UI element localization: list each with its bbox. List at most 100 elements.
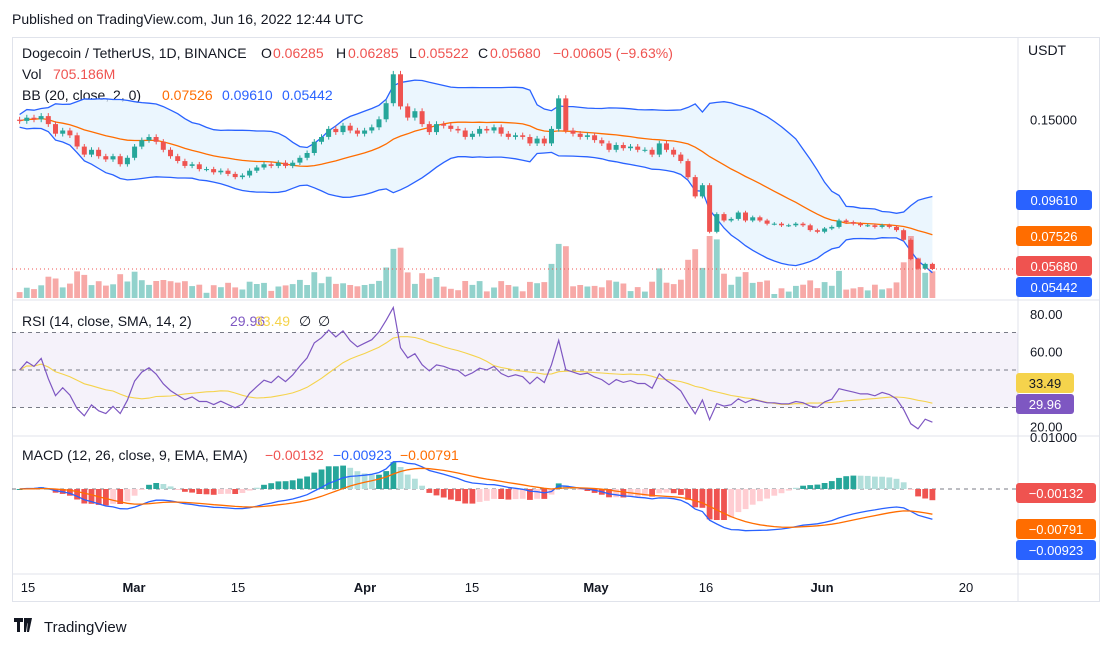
macd-hist-bar bbox=[563, 485, 569, 489]
symbol-title: Dogecoin / TetherUS, 1D, BINANCE bbox=[22, 45, 247, 61]
macd-hist-bar bbox=[275, 481, 282, 489]
candle-body bbox=[168, 149, 173, 157]
macd-hist-bar bbox=[311, 472, 318, 489]
volume-bar bbox=[167, 281, 174, 298]
volume-bar bbox=[268, 290, 275, 298]
macd-label: MACD (12, 26, close, 9, EMA, EMA) bbox=[22, 447, 248, 463]
price-legend: Dogecoin / TetherUS, 1D, BINANCE O 0.062… bbox=[22, 42, 1067, 103]
volume-bar bbox=[843, 289, 850, 298]
macd-hist-bar bbox=[131, 489, 138, 496]
candle-body bbox=[620, 145, 626, 149]
macd-hist-bar bbox=[793, 487, 799, 489]
candle-body bbox=[699, 185, 705, 197]
price-tick-label: 0.15000 bbox=[1030, 112, 1077, 127]
candle-body bbox=[53, 124, 58, 134]
candle-body bbox=[146, 137, 152, 141]
candle-body bbox=[549, 128, 554, 144]
volume-bar bbox=[440, 286, 447, 298]
volume-bar bbox=[131, 271, 138, 298]
ohlc-change: −0.00605 (−9.63%) bbox=[553, 45, 673, 61]
candle-body bbox=[67, 130, 73, 136]
candle-body bbox=[915, 259, 921, 269]
macd-hist-bar bbox=[649, 489, 655, 497]
macd-hist-bar bbox=[692, 489, 699, 508]
candle-body bbox=[764, 220, 770, 224]
volume-bar bbox=[38, 285, 45, 298]
volume-bar bbox=[124, 281, 131, 298]
bb-upper-line bbox=[19, 79, 933, 214]
macd-hist-bar bbox=[419, 485, 425, 489]
macd-hist-bar bbox=[67, 489, 73, 496]
tradingview-logo[interactable]: TradingView bbox=[14, 617, 127, 637]
macd-hist-bar bbox=[232, 489, 239, 494]
candle-body bbox=[901, 230, 907, 240]
x-tick-label: 15 bbox=[231, 580, 245, 595]
volume-bar bbox=[771, 294, 778, 298]
volume-bar bbox=[563, 246, 569, 298]
macd-hist-bar bbox=[333, 466, 339, 489]
candle-body bbox=[570, 130, 576, 134]
volume-bar bbox=[239, 289, 246, 298]
macd-hist-bar bbox=[182, 489, 188, 492]
macd-hist-bar bbox=[584, 489, 591, 491]
macd-hist-bar bbox=[347, 467, 354, 489]
volume-bar bbox=[498, 281, 505, 298]
macd-hist-bar bbox=[146, 484, 152, 489]
volume-bar bbox=[634, 287, 641, 298]
candle-body bbox=[807, 225, 813, 231]
rsi-badge-label: 33.49 bbox=[1029, 376, 1062, 391]
volume-bar bbox=[649, 281, 655, 298]
volume-bar bbox=[376, 280, 382, 298]
rsi-value: 29.96 bbox=[230, 313, 265, 329]
candle-body bbox=[613, 145, 619, 150]
volume-bar bbox=[16, 292, 23, 298]
volume-bar bbox=[189, 286, 195, 298]
macd-hist-bar bbox=[462, 489, 469, 504]
volume-bar bbox=[800, 284, 806, 298]
volume-bar bbox=[742, 272, 749, 298]
macd-hist-bar bbox=[807, 485, 814, 489]
candle-body bbox=[390, 74, 396, 104]
rsi-legend: RSI (14, close, SMA, 14, 2) 29.96 33.49 … bbox=[22, 313, 330, 329]
published-caption: Published on TradingView.com, Jun 16, 20… bbox=[12, 11, 364, 27]
macd-hist-bar bbox=[268, 483, 275, 489]
macd-hist-bar bbox=[663, 489, 670, 493]
macd-hist-bar bbox=[160, 484, 167, 489]
candle-body bbox=[369, 127, 375, 131]
macd-hist-bar bbox=[174, 489, 181, 490]
rsi-label: RSI (14, close, SMA, 14, 2) bbox=[22, 313, 192, 329]
candle-body bbox=[685, 161, 691, 178]
volume-bar bbox=[67, 283, 73, 298]
candle-body bbox=[304, 153, 310, 158]
volume-bar bbox=[225, 282, 231, 298]
volume-bar bbox=[246, 281, 253, 298]
candle-body bbox=[872, 225, 878, 227]
currency-label: USDT bbox=[1028, 42, 1067, 58]
volume-bar bbox=[785, 291, 792, 298]
volume-bar bbox=[304, 285, 310, 298]
macd-hist-bar bbox=[110, 489, 116, 504]
macd-hist-bar bbox=[735, 489, 742, 513]
candle-body bbox=[922, 263, 928, 269]
macd-badge bbox=[1016, 540, 1096, 560]
macd-hist-bar bbox=[491, 489, 497, 499]
macd-hist-bar bbox=[900, 482, 907, 489]
macd-hist-bar bbox=[843, 476, 850, 489]
rsi-badge bbox=[1016, 394, 1074, 414]
volume-bar bbox=[534, 283, 540, 298]
macd-hist-bar bbox=[577, 489, 584, 490]
candle-body bbox=[843, 220, 849, 223]
volume-bar bbox=[519, 291, 526, 298]
volume-bar bbox=[455, 290, 461, 298]
macd-hist-bar bbox=[239, 489, 246, 493]
ohlc-open: 0.06285 bbox=[273, 45, 324, 61]
candle-body bbox=[469, 133, 475, 137]
volume-bar bbox=[814, 288, 821, 298]
macd-hist-bar bbox=[850, 475, 857, 489]
rsi-ma-value: 33.49 bbox=[255, 313, 290, 329]
volume-bar bbox=[160, 280, 167, 298]
volume-bar bbox=[836, 270, 842, 298]
candle-body bbox=[750, 217, 756, 221]
macd-line-value: −0.00923 bbox=[333, 447, 392, 463]
